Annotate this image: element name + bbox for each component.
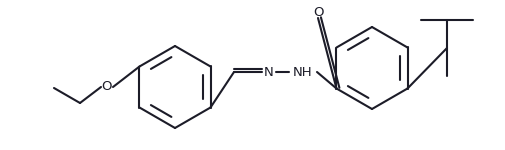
Text: O: O	[313, 6, 323, 20]
Text: NH: NH	[293, 66, 313, 78]
Text: O: O	[102, 81, 112, 93]
Text: N: N	[264, 66, 274, 78]
